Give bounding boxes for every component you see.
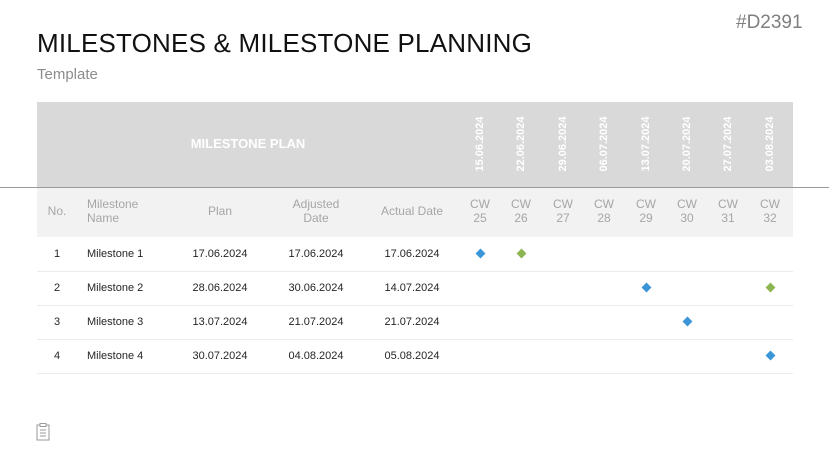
cell-plan-date: 17.06.2024 bbox=[192, 248, 248, 260]
table-header-band bbox=[37, 102, 793, 188]
cell-no: 4 bbox=[53, 350, 61, 362]
col-header-adjusted: Adjusted Date bbox=[276, 197, 356, 225]
calendar-week-header: CW 32 bbox=[750, 197, 790, 225]
cell-actual-date: 21.07.2024 bbox=[384, 316, 440, 328]
cell-plan-date: 13.07.2024 bbox=[192, 316, 248, 328]
week-date-text: 03.08.2024 bbox=[764, 116, 776, 172]
cell-adjusted-date: 17.06.2024 bbox=[288, 248, 344, 260]
table-row: 2 Milestone 2 28.06.2024 30.06.2024 14.07.20… bbox=[37, 271, 793, 306]
week-date-text: 13.07.2024 bbox=[640, 116, 652, 172]
week-date-label: 27.07.2024 bbox=[708, 104, 748, 184]
planned-milestone-marker bbox=[765, 350, 775, 360]
calendar-week-number: 32 bbox=[763, 211, 777, 225]
cell-actual-date: 05.08.2024 bbox=[384, 350, 440, 362]
calendar-week-prefix: CW bbox=[594, 197, 614, 211]
col-header-milestone: Milestone Name bbox=[87, 197, 138, 225]
col-header-plan: Plan bbox=[207, 204, 233, 218]
calendar-week-prefix: CW bbox=[718, 197, 738, 211]
cell-adjusted-date: 04.08.2024 bbox=[288, 350, 344, 362]
actual-milestone-marker bbox=[516, 248, 526, 258]
col-header-milestone-line2: Name bbox=[87, 211, 120, 225]
cell-milestone-name: Milestone 3 bbox=[87, 316, 144, 328]
week-date-label: 03.08.2024 bbox=[750, 104, 790, 184]
calendar-week-prefix: CW bbox=[636, 197, 656, 211]
calendar-week-header: CW 25 bbox=[460, 197, 500, 225]
calendar-week-prefix: CW bbox=[470, 197, 490, 211]
actual-milestone-marker bbox=[765, 282, 775, 292]
week-date-text: 15.06.2024 bbox=[474, 116, 486, 172]
calendar-week-prefix: CW bbox=[553, 197, 573, 211]
calendar-week-header: CW 30 bbox=[667, 197, 707, 225]
cell-plan-date: 30.07.2024 bbox=[192, 350, 248, 362]
calendar-week-header: CW 29 bbox=[626, 197, 666, 225]
planned-milestone-marker bbox=[475, 248, 485, 258]
week-date-label: 22.06.2024 bbox=[501, 104, 541, 184]
table-row: 1 Milestone 1 17.06.2024 17.06.2024 17.06.20… bbox=[37, 237, 793, 272]
calendar-week-number: 29 bbox=[639, 211, 653, 225]
calendar-week-header: CW 28 bbox=[584, 197, 624, 225]
week-date-label: 06.07.2024 bbox=[584, 104, 624, 184]
week-date-label: 20.07.2024 bbox=[667, 104, 707, 184]
cell-no: 1 bbox=[53, 248, 61, 260]
table-row: 3 Milestone 3 13.07.2024 21.07.2024 21.07.20… bbox=[37, 305, 793, 340]
planned-milestone-marker bbox=[641, 282, 651, 292]
divider-line bbox=[0, 187, 829, 188]
milestone-plan-label: MILESTONE PLAN bbox=[190, 136, 306, 151]
week-date-text: 22.06.2024 bbox=[515, 116, 527, 172]
table-row: 4 Milestone 4 30.07.2024 04.08.2024 05.08.20… bbox=[37, 339, 793, 374]
week-date-text: 27.07.2024 bbox=[722, 116, 734, 172]
calendar-week-number: 28 bbox=[597, 211, 611, 225]
planned-milestone-marker bbox=[682, 316, 692, 326]
col-header-actual: Actual Date bbox=[380, 204, 444, 218]
cell-plan-date: 28.06.2024 bbox=[192, 282, 248, 294]
week-date-label: 29.06.2024 bbox=[543, 104, 583, 184]
calendar-week-header: CW 27 bbox=[543, 197, 583, 225]
calendar-week-header: CW 26 bbox=[501, 197, 541, 225]
week-date-label: 13.07.2024 bbox=[626, 104, 666, 184]
page-title: MILESTONES & MILESTONE PLANNING bbox=[37, 28, 533, 58]
calendar-week-header: CW 31 bbox=[708, 197, 748, 225]
page-subtitle: Template bbox=[37, 66, 98, 83]
cell-milestone-name: Milestone 2 bbox=[87, 282, 144, 294]
calendar-week-prefix: CW bbox=[760, 197, 780, 211]
document-id: #D2391 bbox=[736, 12, 803, 33]
calendar-week-number: 30 bbox=[680, 211, 694, 225]
cell-milestone-name: Milestone 4 bbox=[87, 350, 144, 362]
calendar-week-number: 25 bbox=[473, 211, 487, 225]
col-header-no: No. bbox=[47, 204, 67, 218]
cell-no: 3 bbox=[53, 316, 61, 328]
cell-adjusted-date: 30.06.2024 bbox=[288, 282, 344, 294]
calendar-week-prefix: CW bbox=[511, 197, 531, 211]
week-date-text: 20.07.2024 bbox=[681, 116, 693, 172]
cell-adjusted-date: 21.07.2024 bbox=[288, 316, 344, 328]
calendar-week-number: 26 bbox=[514, 211, 528, 225]
week-date-text: 29.06.2024 bbox=[557, 116, 569, 172]
calendar-week-number: 27 bbox=[556, 211, 570, 225]
week-date-label: 15.06.2024 bbox=[460, 104, 500, 184]
cell-no: 2 bbox=[53, 282, 61, 294]
cell-actual-date: 17.06.2024 bbox=[384, 248, 440, 260]
col-header-milestone-line1: Milestone bbox=[87, 197, 139, 211]
cell-actual-date: 14.07.2024 bbox=[384, 282, 440, 294]
week-date-text: 06.07.2024 bbox=[598, 116, 610, 172]
calendar-week-number: 31 bbox=[721, 211, 735, 225]
clipboard-icon[interactable] bbox=[36, 423, 50, 441]
column-header-band bbox=[37, 188, 793, 237]
calendar-week-prefix: CW bbox=[677, 197, 697, 211]
cell-milestone-name: Milestone 1 bbox=[87, 248, 144, 260]
col-header-adjusted-line2: Date bbox=[303, 211, 329, 225]
col-header-adjusted-line1: Adjusted bbox=[292, 197, 340, 211]
